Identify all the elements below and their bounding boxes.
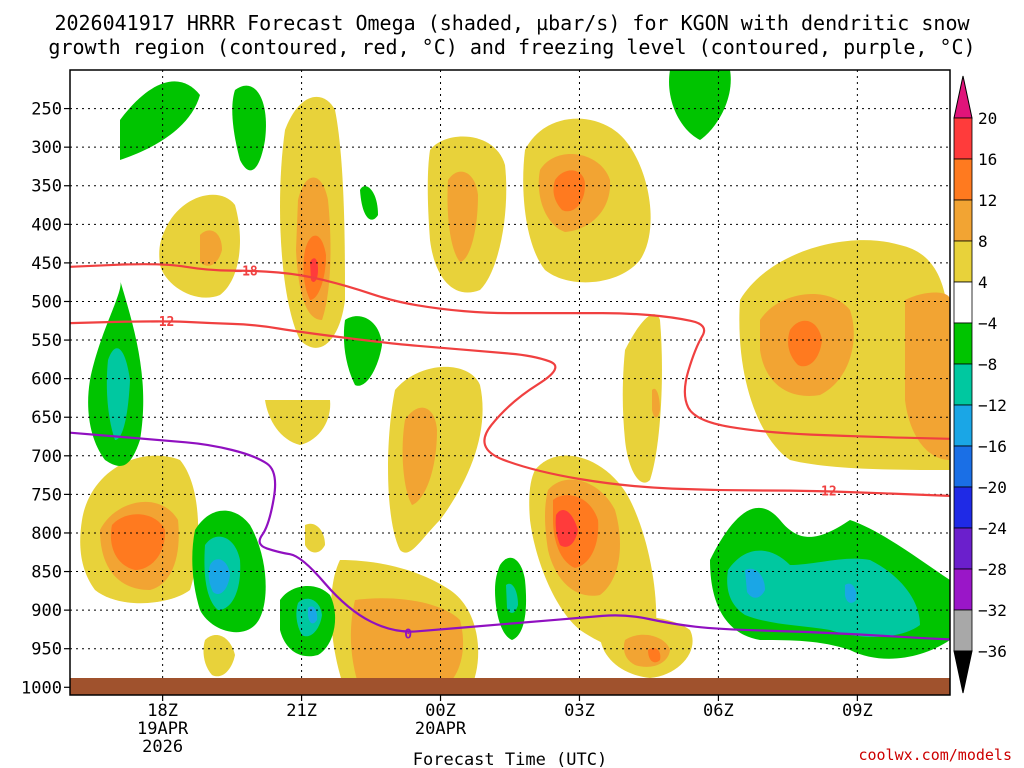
x-tick-label: 00Z: [425, 701, 456, 721]
y-tick-label: 700: [31, 447, 62, 467]
omega-blob: [203, 366, 483, 690]
contour-labels: −18 −12 0 −12: [151, 265, 837, 643]
colorbar-label: 8: [978, 232, 988, 251]
omega-blob: [192, 510, 527, 657]
colorbar-swatch: [953, 240, 973, 283]
colorbar-label: −16: [978, 437, 1007, 456]
y-tick-label: 350: [31, 177, 62, 197]
colorbar-swatch: [953, 281, 973, 324]
colorbar-label: −32: [978, 601, 1007, 620]
x-axis-label: Forecast Time (UTC): [413, 750, 607, 768]
colorbar-swatch: [953, 322, 973, 365]
x-tick-label: 18Z: [147, 701, 178, 721]
y-axis: 250 300 350 400 450 500 550 600 650 700 750 800 850 9…: [21, 100, 70, 698]
x-tick-label: 19APR: [137, 719, 189, 739]
omega-blob: [120, 70, 731, 386]
contour-line: [70, 263, 950, 440]
colorbar-label: 20: [978, 109, 997, 128]
colorbar-label: −28: [978, 560, 1007, 579]
y-tick-label: 950: [31, 640, 62, 660]
y-tick-label: 850: [31, 563, 62, 583]
temperature-contours: [70, 263, 950, 641]
y-tick-label: 1000: [21, 678, 62, 698]
contour-label: −12: [151, 315, 174, 330]
y-tick-label: 400: [31, 215, 62, 235]
chart-title-line-2: growth region (contoured, red, °C) and f…: [48, 35, 975, 59]
colorbar-label: −20: [978, 478, 1007, 497]
colorbar-label: −12: [978, 396, 1007, 415]
y-tick-label: 900: [31, 601, 62, 621]
chart-title-line-1: 2026041917 HRRR Forecast Omega (shaded, …: [54, 11, 970, 35]
x-tick-label: 2026: [142, 737, 183, 757]
contour-line: [70, 320, 950, 497]
y-tick-label: 300: [31, 138, 62, 158]
y-tick-label: 600: [31, 370, 62, 390]
colorbar-top-arrow: [953, 75, 973, 119]
omega-blob: [280, 96, 345, 348]
colorbar-swatch: [953, 117, 973, 160]
x-tick-label: 06Z: [703, 701, 734, 721]
colorbar: 20 16 12 8 4 −4 −8 −12 −16 −20 −24 −28 −32 −36: [953, 75, 1007, 694]
omega-blob: [159, 194, 240, 298]
omega-blob: [80, 455, 199, 604]
omega-shading: [80, 70, 950, 690]
colorbar-bottom-arrow: [953, 650, 973, 694]
omega-blob: [529, 314, 693, 678]
y-tick-label: 800: [31, 524, 62, 544]
colorbar-swatch: [953, 404, 973, 447]
omega-blob: [523, 118, 651, 283]
colorbar-swatch: [953, 609, 973, 652]
colorbar-swatch: [953, 363, 973, 406]
colorbar-label: 4: [978, 273, 988, 292]
colorbar-swatch: [953, 568, 973, 611]
colorbar-swatch: [953, 445, 973, 488]
y-tick-label: 250: [31, 100, 62, 120]
colorbar-swatch: [953, 199, 973, 242]
x-tick-label: 09Z: [842, 701, 873, 721]
colorbar-label: −24: [978, 519, 1007, 538]
credit-text: coolwx.com/models: [858, 746, 1012, 764]
omega-blob: [739, 240, 950, 470]
colorbar-swatch: [953, 527, 973, 570]
contour-label: −12: [813, 485, 836, 500]
y-tick-label: 750: [31, 485, 62, 505]
grid-lines: [70, 70, 950, 695]
contour-label: 0: [404, 627, 412, 642]
contour-label: −18: [234, 265, 258, 280]
x-tick-label: 21Z: [286, 701, 317, 721]
y-tick-label: 650: [31, 408, 62, 428]
x-tick-label: 20APR: [415, 719, 467, 739]
colorbar-label: 16: [978, 150, 997, 169]
colorbar-swatch: [953, 486, 973, 529]
y-tick-label: 450: [31, 254, 62, 274]
colorbar-label: −36: [978, 642, 1007, 661]
colorbar-label: −8: [978, 355, 997, 374]
y-tick-label: 550: [31, 331, 62, 351]
contour-line: [70, 431, 950, 641]
ground-terrain: [70, 678, 950, 695]
colorbar-label: 12: [978, 191, 997, 210]
omega-blob: [710, 507, 950, 659]
plot-frame: [69, 69, 951, 696]
colorbar-swatch: [953, 158, 973, 201]
colorbar-label: −4: [978, 314, 997, 333]
y-tick-label: 500: [31, 292, 62, 312]
x-tick-label: 03Z: [564, 701, 595, 721]
omega-blob: [427, 136, 507, 293]
